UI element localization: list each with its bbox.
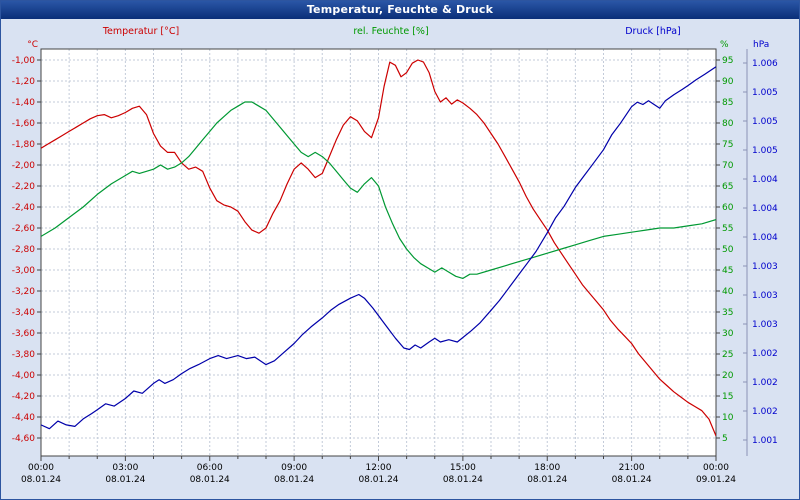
- left-axis-tick-label: -1,80: [12, 140, 36, 150]
- left-axis-tick-label: -1,60: [12, 119, 36, 129]
- pressure-axis-tick-label: 1.005: [752, 146, 778, 156]
- humidity-axis-tick-label: 25: [722, 350, 733, 360]
- humidity-axis-tick-label: 80: [722, 119, 734, 129]
- left-axis-tick-label: -1,20: [12, 77, 36, 87]
- left-axis-tick-label: -2,20: [12, 182, 36, 192]
- x-axis-time-label: 15:00: [450, 463, 476, 473]
- window-title: Temperatur, Feuchte & Druck: [306, 3, 494, 16]
- series-line-druck: [41, 66, 716, 430]
- left-axis-tick-label: -3,80: [12, 350, 36, 360]
- left-axis-tick-label: -3,00: [12, 266, 36, 276]
- humidity-axis-tick-label: 40: [722, 287, 734, 297]
- pressure-axis-tick-label: 1.004: [752, 233, 778, 243]
- humidity-axis-tick-label: 50: [722, 245, 734, 255]
- humidity-axis-tick-label: 35: [722, 308, 733, 318]
- left-axis-tick-label: -3,40: [12, 308, 36, 318]
- humidity-axis-tick-label: 20: [722, 371, 734, 381]
- series-line-temperatur: [41, 59, 716, 437]
- x-axis-date-label: 08.01.24: [612, 475, 652, 485]
- left-axis-unit: °C: [27, 40, 38, 50]
- humidity-axis-tick-label: 65: [722, 182, 733, 192]
- x-axis-time-label: 00:00: [28, 463, 54, 473]
- x-axis-time-label: 12:00: [366, 463, 392, 473]
- plot-frame: [40, 48, 717, 457]
- x-axis-date-label: 08.01.24: [274, 475, 314, 485]
- x-axis-time-label: 00:00: [703, 463, 729, 473]
- humidity-axis-tick-label: 30: [722, 329, 734, 339]
- x-axis-date-label: 08.01.24: [21, 475, 61, 485]
- pressure-axis-tick-label: 1.004: [752, 175, 778, 185]
- x-axis-date-label: 08.01.24: [527, 475, 567, 485]
- pressure-axis-tick-label: 1.003: [752, 291, 778, 301]
- left-axis-tick-label: -2,40: [12, 203, 36, 213]
- x-axis-date-label: 08.01.24: [105, 475, 145, 485]
- humidity-axis-tick-label: 45: [722, 266, 733, 276]
- legend-pressure-label: Druck [hPa]: [625, 26, 681, 37]
- humidity-axis-tick-label: 85: [722, 98, 733, 108]
- legend-temperature-label: Temperatur [°C]: [102, 26, 179, 37]
- humidity-axis-tick-label: 55: [722, 224, 733, 234]
- pressure-axis-tick-label: 1.003: [752, 262, 778, 272]
- x-axis-time-label: 21:00: [619, 463, 645, 473]
- x-axis-time-label: 06:00: [197, 463, 223, 473]
- pressure-axis-tick-label: 1.004: [752, 204, 778, 214]
- series-line-rel-feuchte: [41, 101, 716, 279]
- window-title-bar: Temperatur, Feuchte & Druck: [1, 1, 799, 19]
- left-axis-tick-label: -1,00: [12, 56, 36, 66]
- left-axis-tick-label: -2,60: [12, 224, 36, 234]
- x-axis-time-label: 03:00: [112, 463, 138, 473]
- pressure-axis-tick-label: 1.002: [752, 407, 778, 417]
- left-axis-tick-label: -1,40: [12, 98, 36, 108]
- humidity-axis-tick-label: 5: [722, 434, 728, 444]
- pressure-axis-tick-label: 1.005: [752, 117, 778, 127]
- pressure-axis-tick-label: 1.002: [752, 378, 778, 388]
- pressure-axis-tick-label: 1.001: [752, 436, 778, 446]
- humidity-axis-tick-label: 90: [722, 77, 734, 87]
- humidity-axis-tick-label: 95: [722, 56, 733, 66]
- x-axis-date-label: 09.01.24: [696, 475, 736, 485]
- pressure-axis-unit: hPa: [753, 40, 769, 50]
- humidity-axis-tick-label: 70: [722, 161, 734, 171]
- pressure-axis-tick-label: 1.003: [752, 320, 778, 330]
- humidity-axis-tick-label: 75: [722, 140, 733, 150]
- left-axis-tick-label: -3,20: [12, 287, 36, 297]
- left-axis-tick-label: -3,60: [12, 329, 36, 339]
- left-axis-tick-label: -4,40: [12, 413, 36, 423]
- left-axis-tick-label: -2,80: [12, 245, 36, 255]
- x-axis-time-label: 18:00: [534, 463, 560, 473]
- left-axis-tick-label: -2,00: [12, 161, 36, 171]
- pressure-axis-tick-label: 1.006: [752, 59, 778, 69]
- left-axis-tick-label: -4,20: [12, 392, 36, 402]
- left-axis-tick-label: -4,60: [12, 434, 36, 444]
- humidity-axis-tick-label: 10: [722, 413, 734, 423]
- humidity-axis-tick-label: 60: [722, 203, 734, 213]
- x-axis-time-label: 09:00: [281, 463, 307, 473]
- x-axis-date-label: 08.01.24: [190, 475, 230, 485]
- humidity-axis-unit: %: [720, 40, 729, 50]
- x-axis-date-label: 08.01.24: [358, 475, 398, 485]
- left-axis-tick-label: -4,00: [12, 371, 36, 381]
- legend-humidity-label: rel. Feuchte [%]: [353, 26, 428, 37]
- pressure-axis-tick-label: 1.002: [752, 349, 778, 359]
- x-axis-date-label: 08.01.24: [443, 475, 483, 485]
- humidity-axis-tick-label: 15: [722, 392, 733, 402]
- pressure-axis-tick-label: 1.005: [752, 88, 778, 98]
